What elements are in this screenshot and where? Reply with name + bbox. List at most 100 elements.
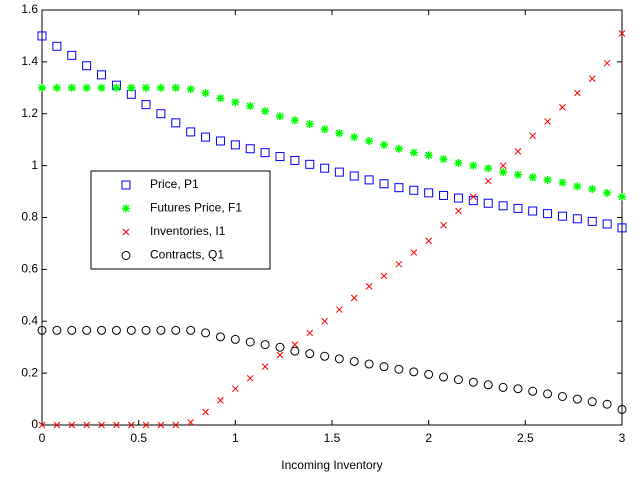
marker: [484, 177, 492, 185]
x-tick-label: 1.5: [324, 431, 341, 445]
marker: [67, 325, 77, 335]
marker: [468, 377, 478, 387]
marker: [113, 421, 120, 429]
marker: [379, 179, 389, 189]
marker: [573, 89, 581, 97]
marker: [365, 282, 373, 290]
marker: [409, 367, 419, 377]
marker: [394, 144, 403, 153]
marker: [231, 385, 239, 393]
marker: [37, 31, 47, 41]
marker: [483, 198, 493, 208]
marker: [142, 83, 151, 92]
marker: [201, 132, 211, 142]
marker: [499, 162, 507, 169]
marker: [528, 173, 537, 182]
marker: [587, 397, 597, 407]
marker: [97, 325, 107, 335]
x-tick-label: 0: [39, 431, 46, 445]
marker: [439, 190, 449, 200]
y-tick-label: 0: [31, 417, 38, 431]
marker: [157, 421, 165, 429]
marker: [453, 193, 463, 203]
marker: [82, 83, 91, 92]
marker: [544, 118, 551, 125]
marker: [171, 325, 181, 335]
marker: [260, 340, 270, 350]
marker: [38, 421, 46, 429]
marker: [618, 29, 626, 37]
marker: [202, 408, 209, 416]
legend-marker: [122, 204, 130, 213]
x-tick-label: 0.5: [130, 431, 147, 445]
marker: [52, 325, 62, 335]
x-tick-label: 1: [232, 431, 239, 445]
y-tick-label: 1.4: [21, 54, 38, 68]
marker: [320, 351, 330, 361]
marker: [186, 85, 195, 94]
marker: [350, 133, 359, 142]
marker: [543, 389, 553, 399]
marker: [513, 384, 523, 394]
marker: [290, 116, 299, 125]
marker: [453, 375, 463, 385]
marker: [82, 61, 92, 71]
marker: [68, 421, 76, 429]
marker: [156, 325, 166, 335]
legend-label: Price, P1: [150, 177, 199, 191]
marker: [335, 129, 344, 138]
marker: [217, 397, 224, 404]
marker: [424, 369, 434, 379]
marker: [290, 155, 300, 165]
marker: [112, 83, 121, 92]
marker: [350, 294, 358, 302]
marker: [187, 419, 195, 426]
x-tick-label: 3: [619, 431, 626, 445]
marker: [111, 325, 121, 335]
marker: [455, 207, 462, 215]
marker: [483, 380, 493, 390]
marker: [469, 161, 478, 170]
marker: [260, 148, 270, 158]
marker: [603, 188, 612, 197]
marker: [215, 136, 225, 146]
marker: [618, 192, 626, 201]
marker: [617, 404, 627, 414]
marker: [276, 351, 284, 359]
marker: [186, 127, 196, 137]
marker: [127, 421, 135, 429]
marker: [201, 89, 210, 97]
marker: [587, 216, 597, 226]
marker: [484, 164, 493, 173]
marker: [334, 354, 344, 364]
marker: [321, 317, 329, 325]
marker: [365, 136, 374, 145]
marker: [557, 391, 567, 401]
marker: [171, 118, 181, 128]
marker: [424, 151, 433, 160]
marker: [305, 120, 314, 129]
marker: [573, 182, 582, 191]
marker: [364, 359, 374, 369]
marker: [290, 346, 300, 356]
marker: [514, 148, 522, 155]
marker: [52, 83, 61, 92]
marker: [83, 421, 91, 429]
marker: [216, 94, 225, 103]
marker: [215, 332, 225, 342]
marker: [231, 98, 240, 107]
marker: [499, 168, 508, 177]
y-tick-label: 0.4: [21, 313, 38, 327]
y-tick-label: 0.6: [21, 262, 38, 276]
marker: [529, 132, 537, 140]
legend-marker: [121, 180, 131, 190]
legend-marker: [122, 228, 130, 236]
x-axis-label: Incoming Inventory: [281, 458, 382, 472]
legend-box: [90, 170, 271, 270]
marker: [394, 364, 404, 374]
marker: [82, 325, 92, 335]
marker: [126, 325, 136, 335]
marker: [513, 203, 523, 213]
marker: [380, 140, 389, 149]
